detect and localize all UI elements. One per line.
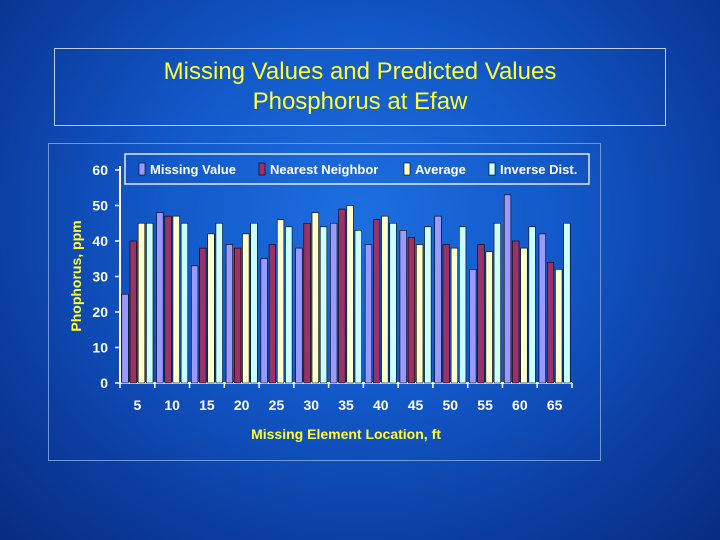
bar-inverse-dist-45 xyxy=(424,226,432,384)
bar-nearest-neighbor-10 xyxy=(164,215,172,384)
x-tick-label: 25 xyxy=(269,397,285,413)
bar-missing-value-45 xyxy=(399,230,407,384)
slide-title-line-2: Phosphorus at Efaw xyxy=(252,88,468,115)
legend-swatch-1 xyxy=(258,162,266,176)
bar-average-60 xyxy=(520,247,528,384)
x-tick-label: 35 xyxy=(338,397,354,413)
bar-inverse-dist-65 xyxy=(563,222,571,384)
bar-missing-value-65 xyxy=(538,233,546,384)
bar-inverse-dist-25 xyxy=(285,226,293,384)
bar-average-25 xyxy=(276,219,285,384)
x-axis-label: Missing Element Location, ft xyxy=(251,426,441,442)
bar-average-20 xyxy=(242,233,250,384)
bar-missing-value-40 xyxy=(364,244,373,384)
bar-missing-value-5 xyxy=(121,293,129,384)
legend-swatch-3 xyxy=(488,162,496,176)
legend-label-1: Nearest Neighbor xyxy=(270,162,378,177)
bar-average-5 xyxy=(137,222,146,384)
y-tick-label: 0 xyxy=(100,375,108,391)
bar-missing-value-60 xyxy=(503,194,512,384)
legend-box xyxy=(124,153,590,185)
bar-nearest-neighbor-45 xyxy=(407,237,416,384)
legend-label-3: Inverse Dist. xyxy=(500,162,577,177)
bar-chart: 0 10 20 30 40 50 60 5 10 15 20 25 30 35 40 45 50 55 60 65 Mi… xyxy=(68,153,590,442)
x-tick-label: 65 xyxy=(547,397,563,413)
bar-nearest-neighbor-60 xyxy=(512,240,520,384)
x-tick-label: 15 xyxy=(199,397,215,413)
bar-average-40 xyxy=(381,215,389,384)
x-tick-label: 45 xyxy=(408,397,424,413)
bar-inverse-dist-55 xyxy=(493,222,501,384)
slide-title-line-1: Missing Values and Predicted Values xyxy=(163,58,557,85)
bar-nearest-neighbor-50 xyxy=(442,244,450,384)
y-tick-label: 10 xyxy=(92,340,108,356)
bar-inverse-dist-30 xyxy=(319,226,328,384)
x-tick-label: 60 xyxy=(512,397,528,413)
x-tick-label: 5 xyxy=(133,397,141,413)
x-tick-label: 40 xyxy=(373,397,389,413)
y-axis-label: Phophorus, ppm xyxy=(68,220,84,331)
bar-inverse-dist-10 xyxy=(180,222,189,384)
bar-average-30 xyxy=(311,212,319,384)
bar-missing-value-20 xyxy=(225,244,233,384)
bar-average-35 xyxy=(346,205,354,384)
legend-label-2: Average xyxy=(415,162,466,177)
y-tick-label: 60 xyxy=(92,162,108,178)
bar-missing-value-10 xyxy=(156,212,164,384)
bar-nearest-neighbor-5 xyxy=(129,240,137,384)
legend-label-0: Missing Value xyxy=(150,162,236,177)
bar-inverse-dist-35 xyxy=(354,230,362,384)
bar-nearest-neighbor-25 xyxy=(268,244,276,384)
y-tick-label: 50 xyxy=(92,198,108,214)
chart-frame: 0 10 20 30 40 50 60 5 10 15 20 25 30 35 40 45 50 55 60 65 Mi… xyxy=(48,143,601,461)
bar-average-10 xyxy=(172,215,180,384)
bar-inverse-dist-60 xyxy=(528,226,536,384)
bar-average-45 xyxy=(416,244,424,384)
x-tick-label: 55 xyxy=(477,397,493,413)
bar-inverse-dist-50 xyxy=(459,226,467,384)
bar-nearest-neighbor-35 xyxy=(338,208,346,384)
bar-nearest-neighbor-15 xyxy=(199,247,207,384)
bar-missing-value-35 xyxy=(330,222,338,384)
legend-swatch-0 xyxy=(138,162,146,176)
y-tick-label: 30 xyxy=(92,269,108,285)
bar-missing-value-30 xyxy=(295,247,303,384)
y-tick-label: 40 xyxy=(92,233,108,249)
bar-average-65 xyxy=(555,269,563,384)
bar-nearest-neighbor-65 xyxy=(546,262,555,384)
legend-swatch-2 xyxy=(403,162,411,176)
bar-inverse-dist-15 xyxy=(215,222,223,384)
bar-nearest-neighbor-55 xyxy=(477,244,485,384)
bar-missing-value-25 xyxy=(260,258,268,384)
bar-average-50 xyxy=(450,247,459,384)
bar-missing-value-55 xyxy=(469,269,477,384)
bar-average-55 xyxy=(485,251,493,384)
bar-inverse-dist-20 xyxy=(250,222,258,384)
bar-missing-value-15 xyxy=(191,265,199,384)
bar-nearest-neighbor-40 xyxy=(373,219,381,384)
bar-average-15 xyxy=(207,233,215,384)
x-tick-label: 10 xyxy=(164,397,180,413)
bar-nearest-neighbor-30 xyxy=(303,222,311,384)
slide-title-box: Missing Values and Predicted Values Phos… xyxy=(54,48,666,126)
bar-inverse-dist-5 xyxy=(146,222,154,384)
bar-missing-value-50 xyxy=(434,215,442,384)
x-tick-label: 30 xyxy=(303,397,319,413)
x-tick-label: 50 xyxy=(443,397,459,413)
x-tick-label: 20 xyxy=(234,397,250,413)
bar-inverse-dist-40 xyxy=(389,222,397,384)
y-tick-label: 20 xyxy=(92,304,108,320)
bar-nearest-neighbor-20 xyxy=(233,247,242,384)
